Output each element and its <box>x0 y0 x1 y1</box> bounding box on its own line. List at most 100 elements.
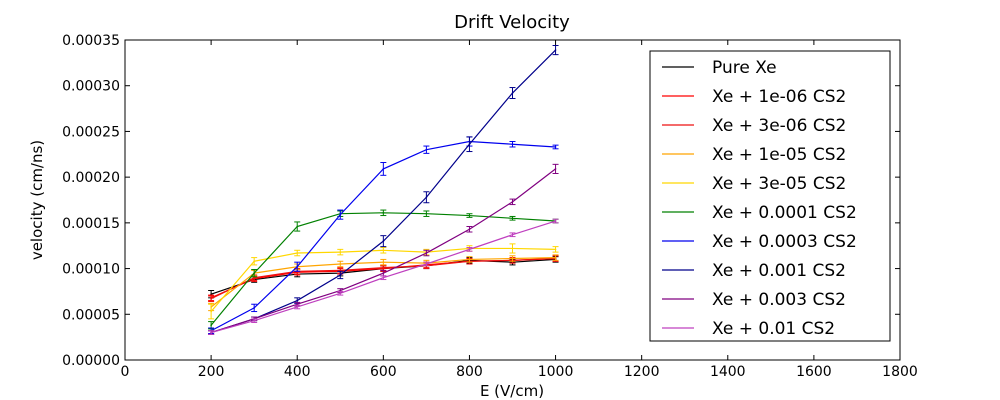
data-point <box>382 272 385 274</box>
data-point <box>468 228 471 231</box>
data-point <box>296 299 299 302</box>
y-tick-label: 0.00005 <box>62 307 120 323</box>
legend-item: Xe + 0.01 CS2 <box>662 319 835 339</box>
legend-item: Xe + 0.003 CS2 <box>662 290 846 310</box>
data-point <box>296 306 299 308</box>
axes-frame <box>124 39 901 361</box>
data-point <box>511 143 514 146</box>
y-tick-label: 0.00020 <box>62 170 120 186</box>
y-tick-label: 0.00015 <box>62 216 120 232</box>
legend-label: Xe + 1e-05 CS2 <box>712 145 846 165</box>
legend-box <box>649 50 891 342</box>
data-point <box>296 225 299 228</box>
data-point <box>468 248 471 251</box>
x-tick-label: 800 <box>456 364 483 380</box>
legend-label: Pure Xe <box>712 58 777 78</box>
data-point <box>511 247 514 250</box>
data-point <box>425 196 428 199</box>
data-point <box>511 92 514 94</box>
data-point <box>210 324 212 327</box>
data-point <box>554 168 557 170</box>
data-point <box>339 292 342 295</box>
y-tick-label: 0.00010 <box>62 262 120 278</box>
data-point <box>511 257 514 260</box>
data-point <box>210 310 212 313</box>
legend-item: Xe + 3e-06 CS2 <box>662 116 846 136</box>
data-point <box>339 213 342 216</box>
legend: Pure Xe Xe + 1e-06 CS2 Xe + 3e-06 CS2 Xe + … <box>649 50 891 342</box>
data-point <box>296 252 299 254</box>
axis-ticks: 0 200 400 600 800 1000 1200 1400 1600 1800 0.00000… <box>62 33 918 380</box>
data-point <box>554 49 557 51</box>
y-tick-label: 0.00000 <box>62 353 120 369</box>
data-point <box>339 251 342 253</box>
data-point <box>382 261 385 263</box>
data-point <box>382 266 385 269</box>
data-point <box>468 258 471 261</box>
data-point <box>339 269 342 272</box>
legend-item: Pure Xe <box>662 58 777 78</box>
x-tick-label: 1800 <box>882 364 918 380</box>
series-9 <box>208 218 559 335</box>
legend-label: Xe + 1e-06 CS2 <box>712 87 846 107</box>
data-point <box>554 220 557 222</box>
data-point <box>339 289 342 292</box>
legend-label: Xe + 0.0001 CS2 <box>712 203 857 223</box>
legend-label: Xe + 0.003 CS2 <box>712 290 846 310</box>
data-point <box>425 263 428 265</box>
x-axis-label: E (V/cm) <box>480 382 544 400</box>
x-tick-label: 1400 <box>710 364 746 380</box>
data-point <box>210 297 212 300</box>
x-tick-label: 0 <box>121 364 130 380</box>
y-tick-label: 0.00025 <box>62 124 120 140</box>
data-point <box>210 293 212 295</box>
data-point <box>468 214 471 217</box>
plot-area <box>208 44 559 335</box>
y-tick-label: 0.00035 <box>62 33 120 49</box>
series-line <box>210 49 556 334</box>
data-point <box>511 233 514 236</box>
y-axis-label: velocity (cm/ns) <box>28 140 46 260</box>
legend-item: Xe + 1e-05 CS2 <box>662 145 846 165</box>
x-tick-label: 1000 <box>538 364 574 380</box>
data-point <box>468 143 471 146</box>
data-point <box>296 303 299 306</box>
legend-item: Xe + 0.001 CS2 <box>662 261 846 281</box>
data-point <box>382 168 385 170</box>
data-point <box>554 256 557 259</box>
legend-label: Xe + 3e-06 CS2 <box>712 116 846 136</box>
data-point <box>296 265 299 268</box>
data-point <box>382 249 385 252</box>
legend-item: Xe + 0.0003 CS2 <box>662 232 857 252</box>
data-point <box>253 319 255 322</box>
y-tick-label: 0.00030 <box>62 79 120 95</box>
x-tick-label: 1600 <box>796 364 832 380</box>
data-point <box>554 146 557 148</box>
x-tick-label: 1200 <box>624 364 660 380</box>
legend-label: Xe + 0.001 CS2 <box>712 261 846 281</box>
data-point <box>511 217 514 220</box>
data-point <box>425 212 428 215</box>
legend-label: Xe + 3e-05 CS2 <box>712 174 846 194</box>
data-point <box>382 240 385 242</box>
legend-item: Xe + 3e-05 CS2 <box>662 174 846 194</box>
legend-label: Xe + 0.0003 CS2 <box>712 232 857 252</box>
data-point <box>425 148 428 151</box>
series-7 <box>208 44 559 335</box>
data-point <box>382 276 385 279</box>
x-tick-label: 600 <box>370 364 397 380</box>
data-point <box>253 307 255 309</box>
legend-item: Xe + 1e-06 CS2 <box>662 87 846 107</box>
legend-item: Xe + 0.0001 CS2 <box>662 203 857 223</box>
data-point <box>339 274 342 276</box>
data-point <box>210 331 212 334</box>
data-point <box>339 263 342 265</box>
data-point <box>253 260 255 263</box>
data-point <box>253 276 255 279</box>
x-tick-label: 200 <box>198 364 225 380</box>
chart-title: Drift Velocity <box>454 12 570 33</box>
data-point <box>253 272 255 274</box>
data-point <box>382 212 385 214</box>
data-point <box>425 252 428 254</box>
